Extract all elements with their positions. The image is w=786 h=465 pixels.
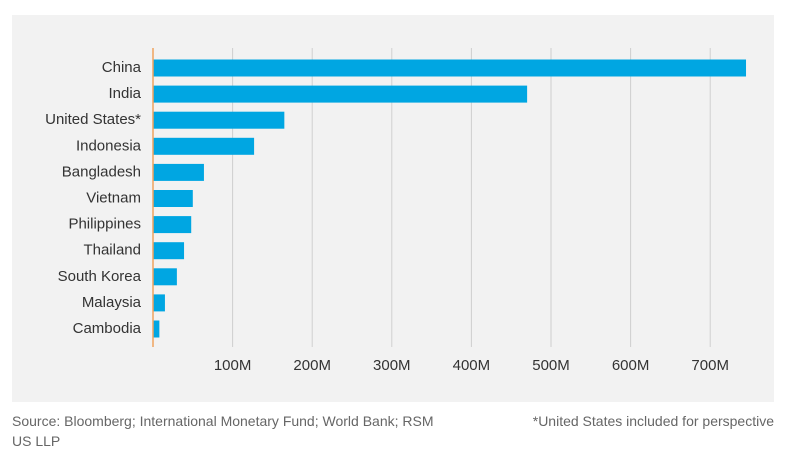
x-tick-label: 600M	[612, 357, 650, 374]
x-tick-label: 700M	[691, 357, 729, 374]
y-tick-label: China	[102, 59, 142, 76]
y-tick-label: India	[108, 85, 141, 102]
y-tick-label: United States*	[45, 111, 141, 128]
plot-background	[12, 15, 774, 402]
y-tick-label: Malaysia	[82, 294, 142, 311]
y-tick-label: Vietnam	[86, 189, 141, 206]
source: Source: Bloomberg; International Monetar…	[12, 413, 434, 449]
x-tick-label: 500M	[532, 357, 570, 374]
x-tick-label: 100M	[214, 357, 252, 374]
x-tick-label: 300M	[373, 357, 411, 374]
bar	[153, 320, 160, 338]
y-tick-label: Bangladesh	[62, 163, 141, 180]
y-tick-label: South Korea	[58, 268, 142, 285]
bar	[153, 59, 747, 77]
bar	[153, 163, 204, 181]
bar	[153, 137, 255, 155]
y-tick-label: Thailand	[83, 242, 141, 259]
y-tick-label: Cambodia	[73, 320, 142, 337]
x-tick-label: 400M	[453, 357, 491, 374]
bar	[153, 190, 193, 207]
x-tick-label: 200M	[293, 357, 331, 374]
bar	[153, 111, 285, 129]
bar	[153, 242, 185, 260]
bar	[153, 294, 165, 312]
y-tick-label: Indonesia	[76, 137, 142, 154]
note: *United States included for perspective	[532, 413, 774, 429]
bar	[153, 268, 177, 286]
bar	[153, 85, 528, 103]
y-tick-label: Philippines	[68, 216, 141, 233]
bar	[153, 216, 192, 234]
